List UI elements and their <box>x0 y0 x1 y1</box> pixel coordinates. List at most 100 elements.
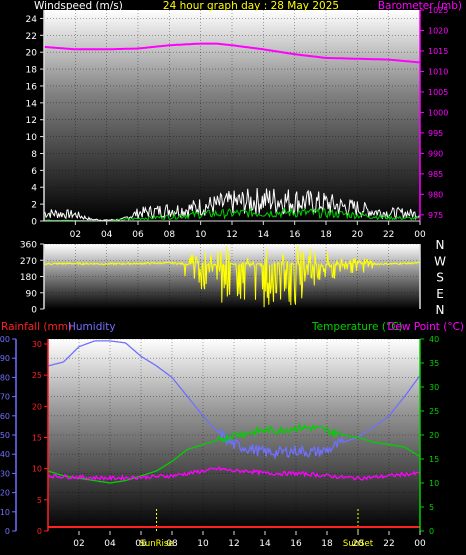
temperature-tick-label: 40 <box>429 335 439 344</box>
barometer-tick-label: 980 <box>428 190 443 199</box>
humidity-tick-label: 90 <box>0 354 10 363</box>
windspeed-tick-label: 2 <box>31 201 37 211</box>
barometer-axis-title: Barometer (mb) <box>378 0 462 12</box>
windspeed-tick-label: 20 <box>26 49 38 59</box>
hour-tick-label: 06 <box>135 539 147 549</box>
dewpoint-axis-title: Dew Point (°C) <box>387 321 464 333</box>
barometer-tick-label: 1000 <box>428 108 448 117</box>
hour-tick-label: 16 <box>290 539 302 549</box>
temperature-tick-label: 10 <box>429 479 439 488</box>
barometer-tick-label: 1020 <box>428 26 448 35</box>
hour-tick-label: 04 <box>104 539 116 549</box>
barometer-tick-label: 985 <box>428 170 443 179</box>
direction-tick-label: 360 <box>20 241 37 251</box>
humidity-tick-label: 20 <box>0 489 10 498</box>
windspeed-tick-label: 4 <box>31 184 37 194</box>
humidity-tick-label: 0 <box>5 527 10 536</box>
temperature-tick-label: 25 <box>429 407 439 416</box>
humidity-tick-label: 30 <box>0 469 10 478</box>
hour-tick-label: 14 <box>259 539 271 549</box>
windspeed-tick-label: 10 <box>26 133 38 143</box>
chart-title: 24 hour graph day : 28 May 2025 <box>163 0 339 12</box>
hour-tick-label: 10 <box>195 230 207 240</box>
barometer-tick-label: 990 <box>428 149 443 158</box>
compass-label: S <box>436 271 444 285</box>
hour-tick-label: 16 <box>289 230 301 240</box>
direction-tick-label: 180 <box>20 273 37 283</box>
temperature-line <box>47 421 421 484</box>
hour-tick-label: 10 <box>197 539 209 549</box>
windspeed-tick-label: 8 <box>31 150 37 160</box>
rainfall-tick-label: 30 <box>32 340 42 349</box>
rainfall-tick-label: 5 <box>37 496 42 505</box>
windspeed-tick-label: 24 <box>26 15 38 25</box>
windspeed-tick-label: 6 <box>31 167 37 177</box>
temperature-tick-label: 20 <box>429 431 439 440</box>
hour-tick-label: 18 <box>321 539 333 549</box>
hour-tick-label: 18 <box>320 230 332 240</box>
temperature-tick-label: 30 <box>429 383 439 392</box>
humidity-axis-title: Humidity <box>68 321 116 333</box>
windspeed-tick-label: 0 <box>31 218 37 228</box>
rainfall-axis-title: Rainfall (mm) <box>1 321 72 333</box>
wind-direction-line <box>43 245 421 308</box>
direction-tick-label: 0 <box>31 306 37 316</box>
humidity-tick-label: 40 <box>0 450 10 459</box>
windspeed-tick-label: 14 <box>26 99 38 109</box>
humidity-tick-label: 50 <box>0 431 10 440</box>
hour-tick-label: 14 <box>258 230 270 240</box>
temperature-axis-title: Temperature (°C) <box>311 321 403 333</box>
compass-label: W <box>434 254 446 268</box>
wind-direction-series <box>43 245 421 308</box>
humidity-tick-label: 80 <box>0 373 10 382</box>
rainfall-tick-label: 0 <box>37 527 42 536</box>
windspeed-tick-label: 18 <box>26 66 38 76</box>
hour-tick-label: 22 <box>383 230 394 240</box>
barometer-tick-label: 1005 <box>428 88 448 97</box>
hour-tick-label: 20 <box>352 230 364 240</box>
temperature-tick-label: 35 <box>429 359 439 368</box>
rainfall-tick-label: 20 <box>32 402 42 411</box>
humidity-tick-label: 10 <box>0 508 10 517</box>
wind-pressure-grid <box>44 10 421 222</box>
hour-tick-label: 00 <box>414 230 426 240</box>
temperature-tick-label: 15 <box>429 455 439 464</box>
direction-tick-label: 270 <box>20 257 37 267</box>
barometer-tick-label: 1025 <box>428 6 448 15</box>
temp-humidity-series <box>47 340 421 531</box>
windspeed-tick-label: 22 <box>26 32 37 42</box>
hour-tick-label: 06 <box>132 230 144 240</box>
sun-marker-label: SunRise <box>139 539 173 549</box>
hour-tick-label: 12 <box>226 230 237 240</box>
barometer-tick-label: 995 <box>428 129 443 138</box>
windspeed-tick-label: 16 <box>26 82 38 92</box>
compass-label: N <box>436 238 445 252</box>
hour-tick-label: 02 <box>70 230 81 240</box>
hour-tick-label: 04 <box>101 230 113 240</box>
sun-marker-label: SunSet <box>343 539 374 549</box>
barometer-tick-label: 1015 <box>428 47 448 56</box>
hour-tick-label: 02 <box>73 539 84 549</box>
temp-humidity-axes: 0 10 20 30 40 50 60 70 80 90 10 00 5 10 15 20 25 30 0 5 10 15… <box>0 335 439 549</box>
hour-tick-label: 20 <box>352 539 364 549</box>
humidity-tick-label: 100 <box>0 335 10 344</box>
rainfall-tick-label: 15 <box>32 434 42 443</box>
humidity-tick-label: 70 <box>0 393 10 402</box>
direction-tick-label: 90 <box>26 289 38 299</box>
hour-tick-label: 08 <box>166 539 178 549</box>
temperature-tick-label: 5 <box>429 503 434 512</box>
dewpoint-line <box>47 465 421 482</box>
barometer-line <box>43 42 421 64</box>
compass-label: E <box>436 287 444 301</box>
humidity-tick-label: 60 <box>0 412 10 421</box>
hour-tick-label: 00 <box>414 539 426 549</box>
rainfall-tick-label: 10 <box>32 465 42 474</box>
compass-label: N <box>436 303 445 317</box>
hour-tick-label: 22 <box>383 539 394 549</box>
barometer-tick-label: 975 <box>428 211 443 220</box>
wind-pressure-axes: 0246810121416182022249759809859909951000… <box>26 6 449 240</box>
barometer-tick-label: 1010 <box>428 67 448 76</box>
wind-gust-line <box>43 188 421 222</box>
